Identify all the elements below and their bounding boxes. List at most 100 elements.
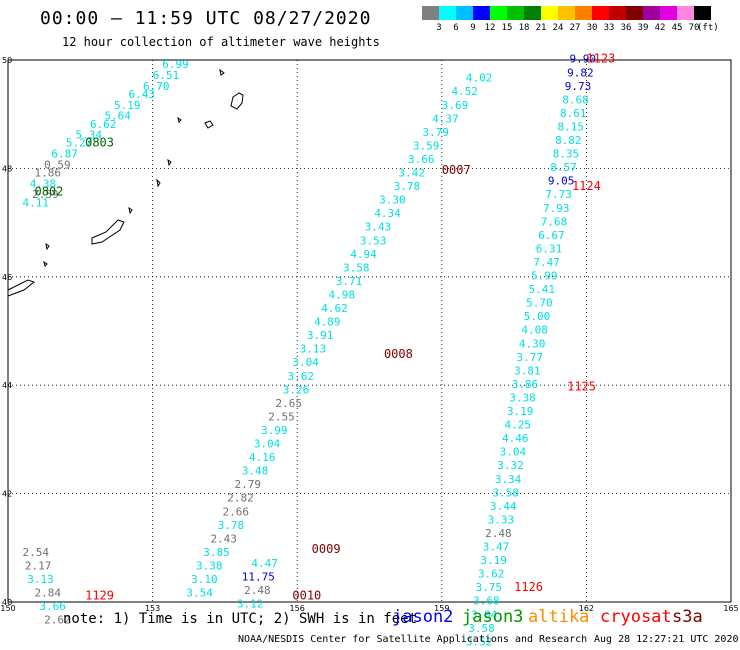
swh-value: 5.00 xyxy=(524,310,551,323)
scale-label: 12 xyxy=(484,23,496,33)
swh-value: 11.75 xyxy=(242,570,275,583)
swh-value: 7.93 xyxy=(543,202,570,215)
legend-altika: altika xyxy=(528,607,590,627)
scale-swatch xyxy=(422,6,439,20)
swh-value: 3.58 xyxy=(468,622,495,635)
scale-swatch xyxy=(575,6,592,20)
scale-swatch xyxy=(643,6,660,20)
swh-value: 3.66 xyxy=(408,153,435,166)
swh-value: 3.52 xyxy=(466,635,493,648)
scale-label: 27 xyxy=(569,23,581,33)
swh-value: 4.02 xyxy=(466,72,493,85)
swh-value: 5.34 xyxy=(75,129,102,142)
pass-id-label: 1123 xyxy=(586,52,615,66)
swh-value: 3.13 xyxy=(300,343,327,356)
swh-value: 8.61 xyxy=(560,107,587,120)
swh-value: 7.73 xyxy=(545,188,572,201)
swh-value: 3.26 xyxy=(283,383,310,396)
swh-value: 2.84 xyxy=(35,587,62,600)
swh-value: 5.19 xyxy=(114,99,141,112)
swh-value: 9.73 xyxy=(565,80,592,93)
swh-value: 4.08 xyxy=(521,324,548,337)
lon-tick-label: 153 xyxy=(145,604,160,613)
legend-jason3: jason3 xyxy=(462,607,524,627)
pass-id-label: 1129 xyxy=(85,588,114,602)
swh-value: 3.10 xyxy=(191,573,218,586)
swh-value: 5.41 xyxy=(529,283,556,296)
scale-label: 3 xyxy=(436,23,442,33)
swh-value: 3.19 xyxy=(507,405,534,418)
swh-value: 8.82 xyxy=(555,134,582,147)
scale-label: 18 xyxy=(518,23,530,33)
scale-swatch xyxy=(524,6,541,20)
swh-value: 4.46 xyxy=(502,432,529,445)
scale-swatch xyxy=(490,6,507,20)
swh-value: 3.85 xyxy=(203,546,230,559)
scale-label: 15 xyxy=(501,23,513,33)
swh-value: 2.17 xyxy=(25,559,52,572)
scale-label: 36 xyxy=(620,23,632,33)
scale-label: 21 xyxy=(535,23,547,33)
swh-value: 4.98 xyxy=(329,288,356,301)
swh-value: 3.43 xyxy=(365,221,392,234)
scale-label: 24 xyxy=(552,23,564,33)
swh-value: 3.30 xyxy=(379,194,406,207)
swh-value: 3.53 xyxy=(360,234,387,247)
swh-value: 3.33 xyxy=(488,513,514,526)
lon-tick-label: 165 xyxy=(723,604,738,613)
swh-value: 3.38 xyxy=(196,559,223,572)
swh-value: 2.65 xyxy=(276,397,303,410)
swh-value: 3.54 xyxy=(186,587,213,600)
swh-value: 5.64 xyxy=(104,110,131,123)
lon-tick-label: 159 xyxy=(434,604,449,613)
swh-value: 3.47 xyxy=(483,541,510,554)
swh-value: 5.27 xyxy=(66,137,93,150)
swh-value: 3.04 xyxy=(500,446,527,459)
swh-value: 3.58 xyxy=(343,261,370,274)
coastline-kuril-islands xyxy=(7,68,244,297)
lat-tick-label: 50 xyxy=(2,56,12,65)
lat-lon-grid: 150 153 156 159 162 165 50 48 46 44 42 40 xyxy=(0,56,738,613)
scale-swatch xyxy=(592,6,609,20)
swh-value: 3.68 xyxy=(473,595,500,608)
lat-tick-label: 48 xyxy=(2,164,12,173)
swh-value: 3.84 xyxy=(471,608,498,621)
lat-tick-label: 40 xyxy=(2,598,12,607)
swh-value: 3.48 xyxy=(242,465,269,478)
swh-value: 2.66 xyxy=(222,505,249,518)
scale-swatch xyxy=(626,6,643,20)
pass-labels: 0803 0802 0007 0008 0009 0010 1129 1123 1124 1125… xyxy=(35,52,616,603)
swh-value: 3.59 xyxy=(413,139,440,152)
swh-value: 3.58 xyxy=(492,486,519,499)
scale-swatch xyxy=(507,6,524,20)
swh-value: 3.44 xyxy=(490,500,517,513)
swh-value: 6.99 xyxy=(162,58,189,71)
lat-tick-label: 46 xyxy=(2,273,12,282)
swh-value: 3.86 xyxy=(512,378,539,391)
swh-value: 3.12 xyxy=(237,597,264,610)
swh-value: 3.32 xyxy=(497,459,523,472)
swh-value: 3.91 xyxy=(307,329,334,342)
swh-value: 3.81 xyxy=(514,364,541,377)
pass-id-label: 0008 xyxy=(384,347,413,361)
swh-value: 0.59 xyxy=(44,158,71,171)
swh-value: 6.31 xyxy=(536,242,563,255)
swh-value: 6.62 xyxy=(90,118,117,131)
swh-value: 2.59 xyxy=(32,188,59,201)
lat-tick-label: 42 xyxy=(2,490,12,499)
pass-id-label: 0007 xyxy=(442,163,471,177)
lat-tick-label: 44 xyxy=(2,381,12,390)
pass-id-label: 0802 xyxy=(35,185,64,199)
swh-value: 9.82 xyxy=(567,66,594,79)
swh-value: 8.35 xyxy=(553,148,580,161)
swh-value: 3.38 xyxy=(509,391,536,404)
swh-value: 3.78 xyxy=(218,519,245,532)
scale-label: 42 xyxy=(654,23,666,33)
swh-value: 7.68 xyxy=(541,215,568,228)
scale-swatch xyxy=(677,6,694,20)
scale-swatch xyxy=(439,6,456,20)
scale-label: 30 xyxy=(586,23,598,33)
legend-jason2: jason2 xyxy=(392,607,454,627)
pass-id-label: 1124 xyxy=(572,179,601,193)
pass-id-label: 0010 xyxy=(292,588,321,602)
